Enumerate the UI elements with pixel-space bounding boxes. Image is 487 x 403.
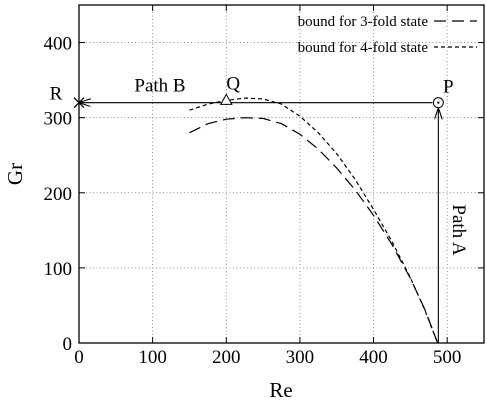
point-p-label: P [443, 77, 454, 98]
path-b-label: Path B [134, 76, 185, 97]
point-r-label: R [50, 84, 63, 105]
series-lines [189, 97, 439, 344]
point-q-marker [219, 93, 233, 105]
y-tick-label: 0 [63, 334, 73, 355]
point-q-label: Q [226, 73, 240, 94]
x-tick-label: 0 [74, 347, 84, 368]
point-r-marker [73, 97, 85, 109]
annotations: Path B Path A P Q R [50, 73, 469, 343]
x-tick-label: 200 [212, 347, 241, 368]
point-p-center [437, 101, 440, 104]
grid-lines [79, 5, 484, 343]
y-tick-label: 100 [44, 259, 73, 280]
series-line-0 [189, 117, 439, 344]
legend-label-3-fold: bound for 3-fold state [298, 14, 429, 30]
y-tick-label: 400 [44, 34, 73, 55]
x-axis-title: Re [269, 378, 292, 402]
y-axis-title: Gr [3, 163, 27, 185]
legend: bound for 3-fold state bound for 4-fold … [298, 14, 477, 56]
x-tick-label: 100 [138, 347, 167, 368]
legend-label-4-fold: bound for 4-fold state [298, 40, 429, 56]
x-tick-label: 400 [359, 347, 388, 368]
axis-ticks: 0 100 200 300 400 500 0 100 200 300 400 [44, 5, 484, 368]
y-tick-label: 300 [44, 109, 73, 130]
y-tick-label: 200 [44, 184, 73, 205]
plot-frame [78, 4, 485, 344]
path-a-label: Path A [448, 204, 469, 255]
series-line-1 [189, 97, 439, 344]
x-tick-label: 300 [286, 347, 315, 368]
x-tick-label: 500 [433, 347, 462, 368]
